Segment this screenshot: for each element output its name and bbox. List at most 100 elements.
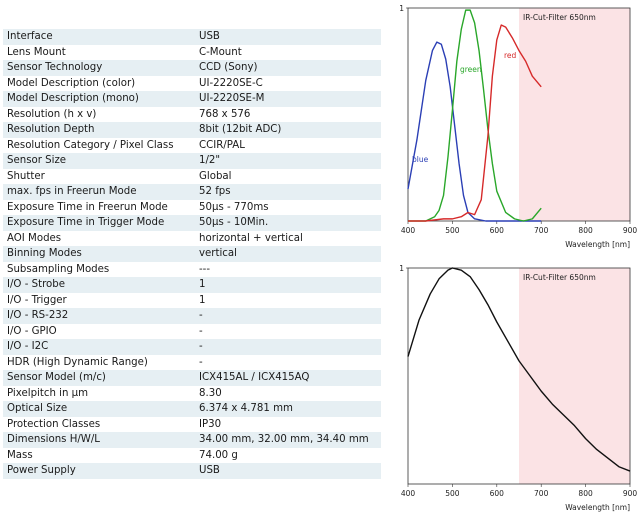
x-axis-label: Wavelength [nm] — [565, 503, 630, 512]
spec-row: Model Description (mono) UI-2220SE-M — [3, 91, 381, 107]
spec-value: UI-2220SE-M — [195, 91, 381, 107]
spec-label: Subsampling Modes — [3, 261, 195, 277]
spec-row: Shutter Global — [3, 168, 381, 184]
spec-value: - — [195, 308, 381, 324]
spec-value: C-Mount — [195, 44, 381, 60]
spec-row: Binning Modes vertical — [3, 246, 381, 262]
x-tick-label: 700 — [534, 489, 549, 498]
spec-row: Sensor Model (m/c) ICX415AL / ICX415AQ — [3, 370, 381, 386]
spec-row: Sensor Size 1/2" — [3, 153, 381, 169]
spec-row: Resolution Depth 8bit (12bit ADC) — [3, 122, 381, 138]
spec-value: 74.00 g — [195, 447, 381, 463]
spec-label: Shutter — [3, 168, 195, 184]
spec-row: I/O - Strobe 1 — [3, 277, 381, 293]
spec-label: I/O - Strobe — [3, 277, 195, 293]
spec-row: Resolution (h x v) 768 x 576 — [3, 106, 381, 122]
spec-value: Global — [195, 168, 381, 184]
spec-row: I/O - Trigger 1 — [3, 292, 381, 308]
x-tick-label: 500 — [445, 226, 460, 235]
spec-value: 6.374 x 4.781 mm — [195, 401, 381, 417]
series-label-red: red — [504, 51, 517, 60]
spec-value: UI-2220SE-C — [195, 75, 381, 91]
spec-row: Protection Classes IP30 — [3, 416, 381, 432]
spec-label: Model Description (color) — [3, 75, 195, 91]
spec-label: Protection Classes — [3, 416, 195, 432]
spec-label: I/O - GPIO — [3, 323, 195, 339]
spec-value: 768 x 576 — [195, 106, 381, 122]
plot-frame — [407, 267, 631, 485]
spec-label: Mass — [3, 447, 195, 463]
spec-value: --- — [195, 261, 381, 277]
series-label-green: green — [460, 65, 482, 74]
x-tick-label: 700 — [534, 226, 549, 235]
spec-value: 1 — [195, 292, 381, 308]
ir-cut-region — [519, 268, 630, 484]
x-tick-label: 800 — [578, 226, 593, 235]
spec-row: Interface USB — [3, 29, 381, 45]
spec-row: Model Description (color) UI-2220SE-C — [3, 75, 381, 91]
x-tick-label: 400 — [401, 489, 416, 498]
series-line-green — [408, 9, 542, 222]
spec-row: Subsampling Modes --- — [3, 261, 381, 277]
spec-label: I/O - Trigger — [3, 292, 195, 308]
spec-label: Model Description (mono) — [3, 91, 195, 107]
spec-value: - — [195, 323, 381, 339]
spec-value: 34.00 mm, 32.00 mm, 34.40 mm — [195, 432, 381, 448]
y-tick-label: 1 — [399, 4, 404, 13]
spec-row: Power Supply USB — [3, 463, 381, 479]
series-label-blue: blue — [412, 155, 429, 164]
spec-value: 50µs - 770ms — [195, 199, 381, 215]
x-axis-label: Wavelength [nm] — [565, 240, 630, 249]
spec-row: Lens Mount C-Mount — [3, 44, 381, 60]
spec-value: vertical — [195, 246, 381, 262]
spec-row: Dimensions H/W/L 34.00 mm, 32.00 mm, 34.4… — [3, 432, 381, 448]
spectral-sensitivity-color-chart: IR-Cut-Filter 650nm 1 400 500 600 700 800 900 Wa… — [399, 4, 638, 249]
spec-value: IP30 — [195, 416, 381, 432]
spectral-sensitivity-mono-chart: IR-Cut-Filter 650nm 1 400 500 600 700 800 900 Wa… — [399, 264, 638, 512]
x-tick-label: 600 — [490, 489, 505, 498]
spec-label: Resolution (h x v) — [3, 106, 195, 122]
spec-label: Exposure Time in Trigger Mode — [3, 215, 195, 231]
spec-label: Exposure Time in Freerun Mode — [3, 199, 195, 215]
spec-value: - — [195, 354, 381, 370]
x-tick-label: 900 — [623, 489, 638, 498]
spec-row: max. fps in Freerun Mode 52 fps — [3, 184, 381, 200]
spec-row: Exposure Time in Freerun Mode 50µs - 770m… — [3, 199, 381, 215]
spec-row: HDR (High Dynamic Range) - — [3, 354, 381, 370]
spec-table: Interface USB Lens Mount C-Mount Sensor Tech… — [3, 29, 381, 479]
spec-label: Lens Mount — [3, 44, 195, 60]
spec-label: Pixelpitch in µm — [3, 385, 195, 401]
spec-label: Resolution Depth — [3, 122, 195, 138]
spec-row: I/O - I2C - — [3, 339, 381, 355]
spec-label: Sensor Technology — [3, 60, 195, 76]
ir-cut-label: IR-Cut-Filter 650nm — [523, 13, 596, 22]
spec-label: Sensor Size — [3, 153, 195, 169]
y-tick-label: 1 — [399, 264, 404, 273]
ir-cut-region — [519, 8, 630, 221]
spec-value: 8bit (12bit ADC) — [195, 122, 381, 138]
ir-cut-label: IR-Cut-Filter 650nm — [523, 273, 596, 282]
spec-label: Resolution Category / Pixel Class — [3, 137, 195, 153]
spec-label: Binning Modes — [3, 246, 195, 262]
spec-value: 1/2" — [195, 153, 381, 169]
spec-row: I/O - GPIO - — [3, 323, 381, 339]
spec-label: max. fps in Freerun Mode — [3, 184, 195, 200]
series-line-red — [408, 24, 542, 222]
spec-label: Interface — [3, 29, 195, 45]
x-tick-label: 400 — [401, 226, 416, 235]
spec-value: 52 fps — [195, 184, 381, 200]
spec-row: Resolution Category / Pixel Class CCIR/PA… — [3, 137, 381, 153]
spec-row: Optical Size 6.374 x 4.781 mm — [3, 401, 381, 417]
spec-value: horizontal + vertical — [195, 230, 381, 246]
spec-label: Dimensions H/W/L — [3, 432, 195, 448]
spec-value: 8.30 — [195, 385, 381, 401]
spec-label: Sensor Model (m/c) — [3, 370, 195, 386]
spec-value: - — [195, 339, 381, 355]
spec-row: Exposure Time in Trigger Mode 50µs - 10Mi… — [3, 215, 381, 231]
spec-label: I/O - I2C — [3, 339, 195, 355]
spec-value: 50µs - 10Min. — [195, 215, 381, 231]
spec-label: Power Supply — [3, 463, 195, 479]
x-tick-label: 900 — [623, 226, 638, 235]
spec-row: I/O - RS-232- — [3, 308, 381, 324]
spec-row: AOI Modes horizontal + vertical — [3, 230, 381, 246]
